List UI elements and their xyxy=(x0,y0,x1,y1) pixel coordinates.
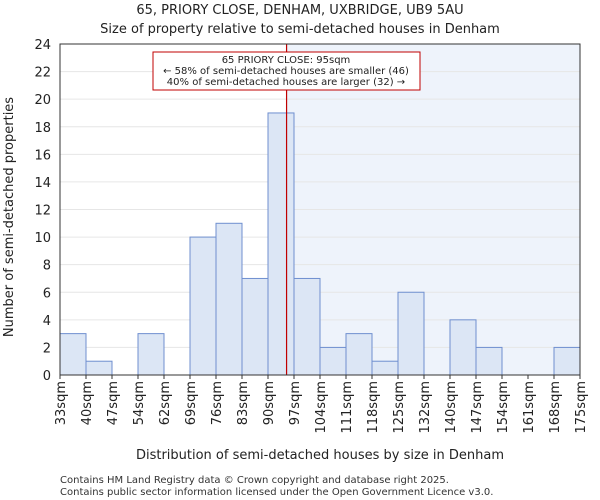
y-tick-label: 18 xyxy=(34,121,51,136)
bar xyxy=(215,222,243,376)
x-tick-label: 62sqm xyxy=(158,381,173,425)
bar xyxy=(319,346,347,376)
annotation-line2: ← 58% of semi-detached houses are smalle… xyxy=(163,66,409,77)
x-tick-label: 76sqm xyxy=(210,381,225,425)
bar xyxy=(59,333,87,376)
x-tick-label: 90sqm xyxy=(262,381,277,425)
bar xyxy=(553,346,581,376)
annotation-frame xyxy=(152,51,421,91)
y-tick-label: 16 xyxy=(34,148,51,163)
chart-title-line1: 65, PRIORY CLOSE, DENHAM, UXBRIDGE, UB9 … xyxy=(136,3,463,18)
x-tick-label: 175sqm xyxy=(574,381,589,434)
y-tick-label: 22 xyxy=(34,66,51,81)
x-tick-label: 33sqm xyxy=(54,381,69,425)
bars xyxy=(59,112,581,376)
bar xyxy=(371,360,399,376)
x-tick-label: 118sqm xyxy=(366,381,381,434)
y-tick-label: 12 xyxy=(34,204,51,219)
x-tick-label: 168sqm xyxy=(548,381,563,434)
x-tick-label: 69sqm xyxy=(184,381,199,425)
y-tick-label: 14 xyxy=(34,176,51,191)
bar xyxy=(345,333,373,376)
bar xyxy=(85,360,113,376)
x-tick-label: 161sqm xyxy=(522,381,537,434)
y-tick-label: 6 xyxy=(43,286,51,301)
footer-line2: Contains public sector information licen… xyxy=(60,487,493,498)
x-axis-label: Distribution of semi-detached houses by … xyxy=(136,448,504,463)
x-tick-label: 40sqm xyxy=(80,381,95,425)
y-tick-label: 24 xyxy=(34,38,51,53)
x-ticks: 33sqm 40sqm 47sqm 54sqm 62sqm 69sqm 76sqm 83sqm… xyxy=(54,375,589,434)
x-tick-label: 47sqm xyxy=(106,381,121,425)
bar xyxy=(449,319,477,376)
bar xyxy=(397,291,425,376)
y-tick-label: 20 xyxy=(34,93,51,108)
x-tick-label: 125sqm xyxy=(392,381,407,434)
x-tick-label: 97sqm xyxy=(288,381,303,425)
x-tick-label: 154sqm xyxy=(496,381,511,434)
bar xyxy=(189,236,217,376)
annotation-box: 65 PRIORY CLOSE: 95sqm ← 58% of semi-det… xyxy=(152,51,421,91)
y-tick-label: 2 xyxy=(43,341,51,356)
annotation-line1: 65 PRIORY CLOSE: 95sqm xyxy=(222,55,351,66)
y-tick-label: 0 xyxy=(43,369,51,384)
x-tick-label: 147sqm xyxy=(470,381,485,434)
footer-line1: Contains HM Land Registry data © Crown c… xyxy=(60,475,449,486)
y-tick-label: 4 xyxy=(43,314,51,329)
annotation-line3: 40% of semi-detached houses are larger (… xyxy=(167,77,405,88)
y-axis-label: Number of semi-detached properties xyxy=(2,97,17,337)
bar xyxy=(267,112,295,376)
y-tick-label: 8 xyxy=(43,259,51,274)
bar xyxy=(293,277,321,376)
x-tick-label: 104sqm xyxy=(314,381,329,434)
bar xyxy=(241,277,269,376)
x-tick-label: 132sqm xyxy=(418,381,433,434)
x-tick-label: 140sqm xyxy=(444,381,459,434)
bar xyxy=(475,346,503,376)
y-tick-label: 10 xyxy=(34,231,51,246)
x-tick-label: 83sqm xyxy=(236,381,251,425)
bar xyxy=(137,333,165,376)
x-tick-label: 54sqm xyxy=(132,381,147,425)
x-tick-label: 111sqm xyxy=(340,381,355,434)
chart-title-line2: Size of property relative to semi-detach… xyxy=(100,22,500,37)
